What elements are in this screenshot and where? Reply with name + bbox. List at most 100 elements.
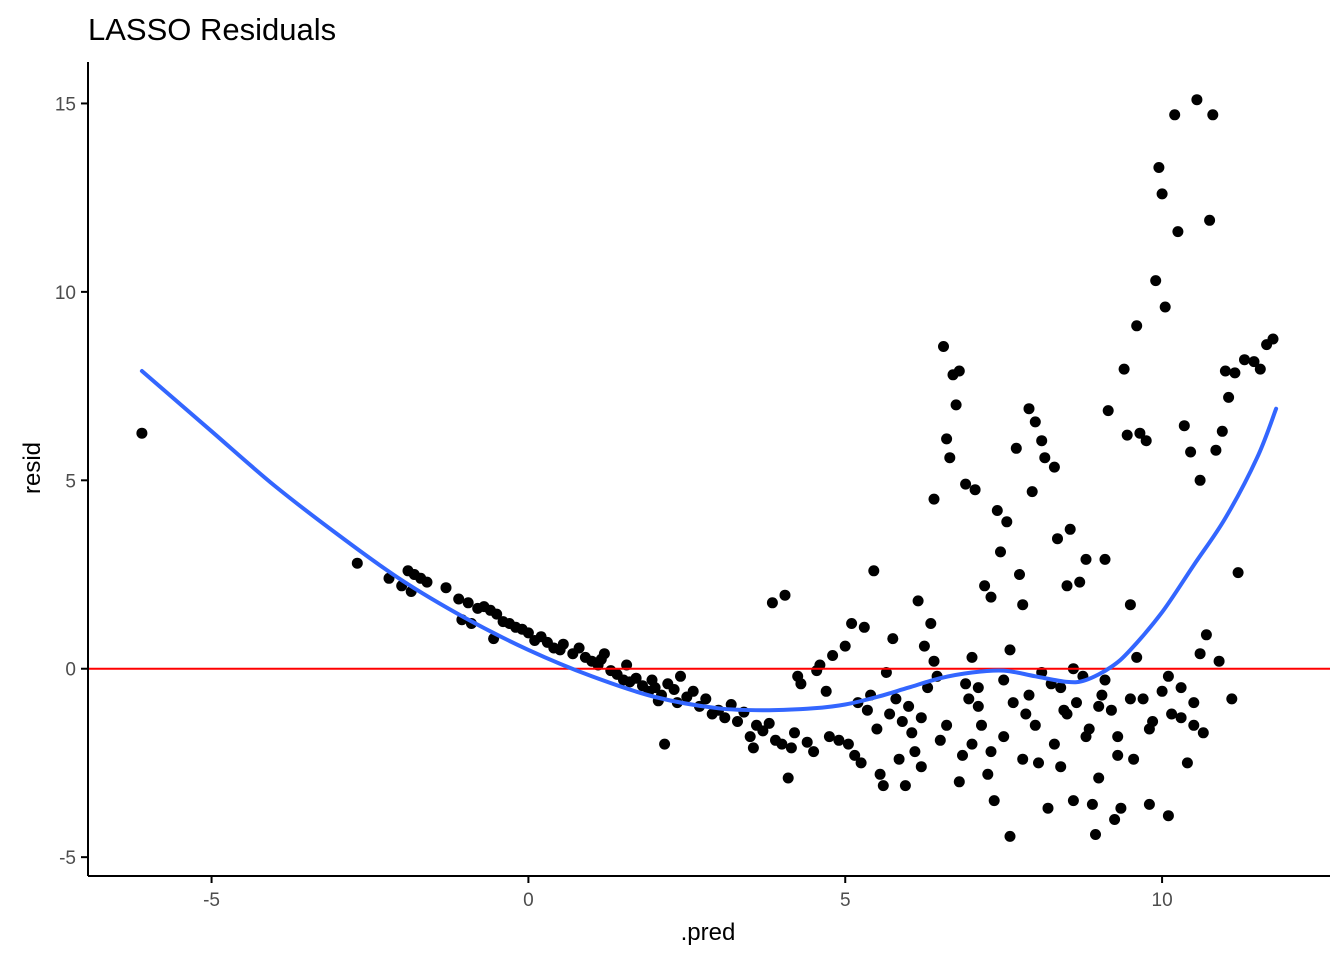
data-point (801, 736, 813, 748)
data-point (1175, 712, 1187, 724)
data-point (858, 621, 870, 633)
data-point (1153, 162, 1165, 173)
data-point (1140, 435, 1152, 447)
data-point (1134, 427, 1146, 439)
data-point (1112, 749, 1124, 761)
data-point (598, 648, 610, 660)
data-point (884, 708, 896, 720)
data-point (985, 746, 997, 758)
data-point (925, 618, 937, 629)
data-point (1099, 674, 1111, 686)
data-point (1216, 425, 1228, 437)
x-tick-label: 10 (1152, 890, 1173, 911)
data-point (957, 749, 968, 761)
data-point (928, 655, 940, 667)
data-point (820, 685, 832, 697)
data-point (795, 678, 807, 690)
data-point (1112, 731, 1124, 743)
data-point (421, 576, 433, 588)
data-point (1210, 444, 1222, 456)
data-point (995, 546, 1006, 558)
data-point (903, 700, 915, 712)
data-point (453, 593, 465, 605)
data-point (1055, 761, 1067, 773)
y-axis-title: resid (19, 442, 46, 494)
data-point (1086, 798, 1098, 810)
data-point (998, 674, 1010, 686)
data-point (1118, 363, 1130, 375)
data-point (1131, 651, 1143, 663)
data-point (979, 580, 991, 592)
data-point (846, 618, 858, 629)
data-point (1115, 802, 1127, 814)
data-point (776, 738, 788, 750)
data-point (1004, 644, 1016, 656)
data-point (1090, 829, 1101, 840)
data-point (522, 627, 534, 639)
data-point (918, 640, 930, 652)
data-point (1197, 727, 1209, 739)
data-point (1033, 757, 1044, 769)
data-point (1200, 629, 1212, 641)
data-point (1023, 689, 1035, 701)
data-point (1188, 697, 1200, 709)
data-point (988, 795, 1000, 807)
data-point (953, 365, 965, 377)
points-layer (136, 94, 1279, 842)
data-point (766, 597, 778, 609)
data-point (985, 591, 997, 603)
data-point (839, 640, 851, 652)
data-point (1014, 569, 1025, 580)
data-point (1020, 708, 1032, 720)
data-point (887, 633, 899, 645)
data-point (1194, 474, 1206, 486)
data-point (1052, 533, 1063, 545)
data-point (1121, 429, 1133, 441)
data-point (1093, 700, 1105, 712)
data-point (960, 678, 972, 690)
data-point (1166, 708, 1178, 720)
data-point (1248, 356, 1260, 368)
x-axis-title: .pred (681, 919, 736, 946)
data-point (969, 484, 981, 496)
data-point (953, 776, 965, 788)
data-point (1055, 682, 1067, 694)
data-point (573, 642, 585, 654)
data-point (719, 712, 731, 724)
y-tick-label: -5 (59, 848, 76, 869)
data-point (1026, 486, 1038, 498)
data-point (782, 772, 794, 784)
data-point (757, 725, 769, 737)
data-point (871, 723, 883, 735)
data-point (1048, 738, 1060, 750)
data-point (1254, 363, 1266, 375)
data-point (899, 780, 911, 792)
data-point (668, 684, 680, 695)
data-point (1207, 109, 1219, 121)
chart-title: LASSO Residuals (88, 12, 336, 47)
data-point (991, 505, 1003, 516)
data-point (1172, 226, 1184, 238)
data-point (1143, 723, 1155, 735)
data-point (938, 341, 949, 352)
data-point (1010, 442, 1022, 454)
data-point (922, 682, 934, 694)
data-point (1029, 719, 1041, 731)
data-point (880, 667, 892, 678)
data-point (789, 727, 800, 739)
data-point (1029, 416, 1041, 428)
data-point (808, 746, 820, 758)
data-point (1267, 333, 1279, 345)
data-point (1131, 320, 1143, 332)
x-tick-label: -5 (203, 890, 220, 911)
data-point (1181, 757, 1193, 769)
data-point (893, 753, 905, 765)
data-point (1229, 367, 1241, 379)
data-point (842, 738, 854, 750)
y-tick-label: 15 (55, 94, 76, 115)
x-axis-ticks: -5 0 5 10 (203, 876, 1173, 911)
data-point (960, 478, 972, 490)
data-point (1124, 599, 1136, 611)
data-point (982, 768, 994, 780)
data-point (906, 727, 918, 739)
